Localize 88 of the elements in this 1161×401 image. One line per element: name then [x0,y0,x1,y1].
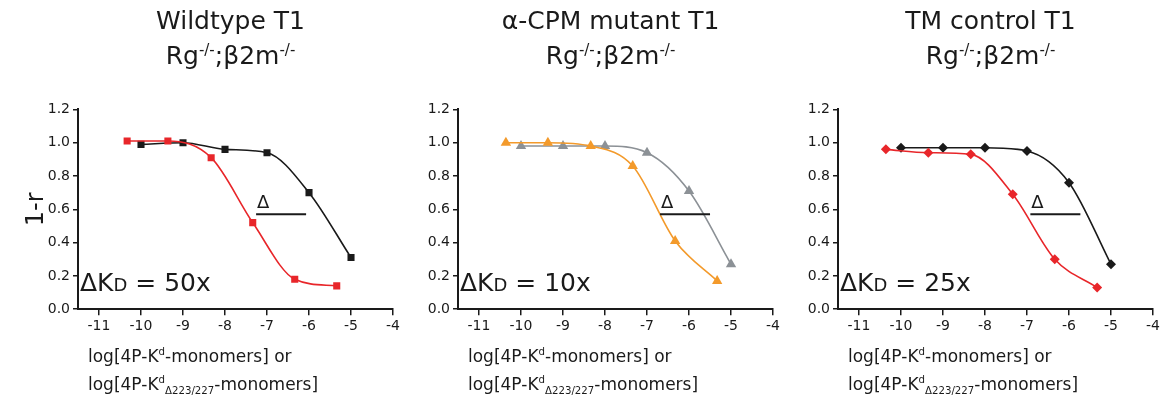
y-tick-label: 0.0 [47,299,70,316]
y-tick-label: 0.0 [427,299,450,316]
point [938,142,949,153]
y-tick-label: 0.2 [47,266,70,283]
y-tick-label: 0.4 [47,233,71,250]
x-tick-label: -4 [766,317,781,334]
point [880,144,891,155]
y-tick-label: 1.2 [807,100,830,117]
chart-subtitle: Rg$^{-/-}$;β2m$^{-/-}$ [924,40,1057,71]
y-tick-label: 1.0 [807,133,830,150]
point [641,146,653,156]
x-tick-label: -8 [218,317,232,334]
x-tick-label: -7 [640,317,654,334]
x-tick-label: -10 [889,317,913,334]
point [711,274,723,284]
x-tick-label: -5 [344,317,358,334]
x-tick-label: -6 [1062,317,1077,334]
point [627,160,638,170]
y-tick-label: 0.6 [807,199,831,216]
x-tick-label: -11 [87,317,111,334]
point [585,140,596,150]
point [305,189,313,197]
y-tick-label: 0.6 [47,199,71,216]
x-axis-title: log[4P-K$^{d}$-monomers] or log[4P-K$^{d}$$_{Δ223/227}$-monomers] [468,344,699,398]
x-tick-label: -5 [1104,317,1118,334]
point [1092,282,1103,293]
y-tick-label: 1.0 [47,133,70,150]
x-tick-label: -11 [847,317,871,334]
y-tick-label: 0.0 [807,299,830,316]
point [207,154,215,162]
point [1106,259,1117,270]
x-tick-label: -9 [556,317,570,334]
x-tick-label: -7 [260,317,274,334]
point [923,147,934,158]
y-tick-label: 0.2 [807,266,830,283]
chart-title: Wildtype T1 [155,6,306,35]
y-tick-label: 0.6 [427,199,451,216]
y-tick-label: 1.0 [427,133,450,150]
y-tick-label: 1.2 [427,100,450,117]
point [1022,146,1033,157]
chart-subtitle: Rg$^{-/-}$;β2m$^{-/-}$ [164,40,297,71]
x-tick-label: -8 [978,317,992,334]
y-tick-label: 0.4 [427,233,451,250]
x-tick-label: -8 [598,317,612,334]
point [980,142,991,153]
y-tick-label: 1.2 [47,100,70,117]
x-tick-label: -4 [1146,317,1161,334]
point [542,136,554,146]
y-tick-label: 0.2 [427,266,450,283]
point [669,234,681,244]
x-tick-label: -5 [724,317,738,334]
y-tick-label: 0.4 [807,233,831,250]
point [347,254,355,262]
y-tick-label: 0.8 [427,166,450,183]
point [965,149,976,160]
point [333,282,341,290]
chart-title: TM control T1 [904,6,1077,35]
x-tick-label: -10 [509,317,533,334]
x-tick-label: -7 [1020,317,1034,334]
annotation: Δ [661,190,675,212]
x-tick-label: -6 [682,317,697,334]
x-tick-label: -4 [386,317,401,334]
chart-title: α-CPM mutant T1 [500,6,721,35]
point [291,275,299,283]
point [164,137,172,145]
point [683,184,695,194]
point [221,145,229,153]
point [1064,177,1075,188]
annotation: Δ [257,190,271,212]
x-tick-label: -6 [302,317,317,334]
chart-subtitle: Rg$^{-/-}$;β2m$^{-/-}$ [544,40,677,71]
point [123,137,131,145]
annotation: Δ [1031,190,1045,212]
x-tick-label: -10 [129,317,153,334]
x-tick-label: -11 [467,317,491,334]
point [500,136,512,146]
x-tick-label: -9 [176,317,190,334]
point [725,258,737,268]
y-axis-title: 1-r [20,192,49,227]
point [1049,254,1060,265]
x-axis-title: log[4P-K$^{d}$-monomers] or log[4P-K$^{d}$$_{Δ223/227}$-monomers] [848,344,1079,398]
point [249,219,257,227]
x-axis-title: log[4P-K$^{d}$-monomers] or log[4P-K$^{d}$$_{Δ223/227}$-monomers] [88,344,319,398]
point [263,149,271,157]
y-tick-label: 0.8 [47,166,70,183]
x-tick-label: -9 [936,317,950,334]
point [1007,189,1018,200]
y-tick-label: 0.8 [807,166,830,183]
